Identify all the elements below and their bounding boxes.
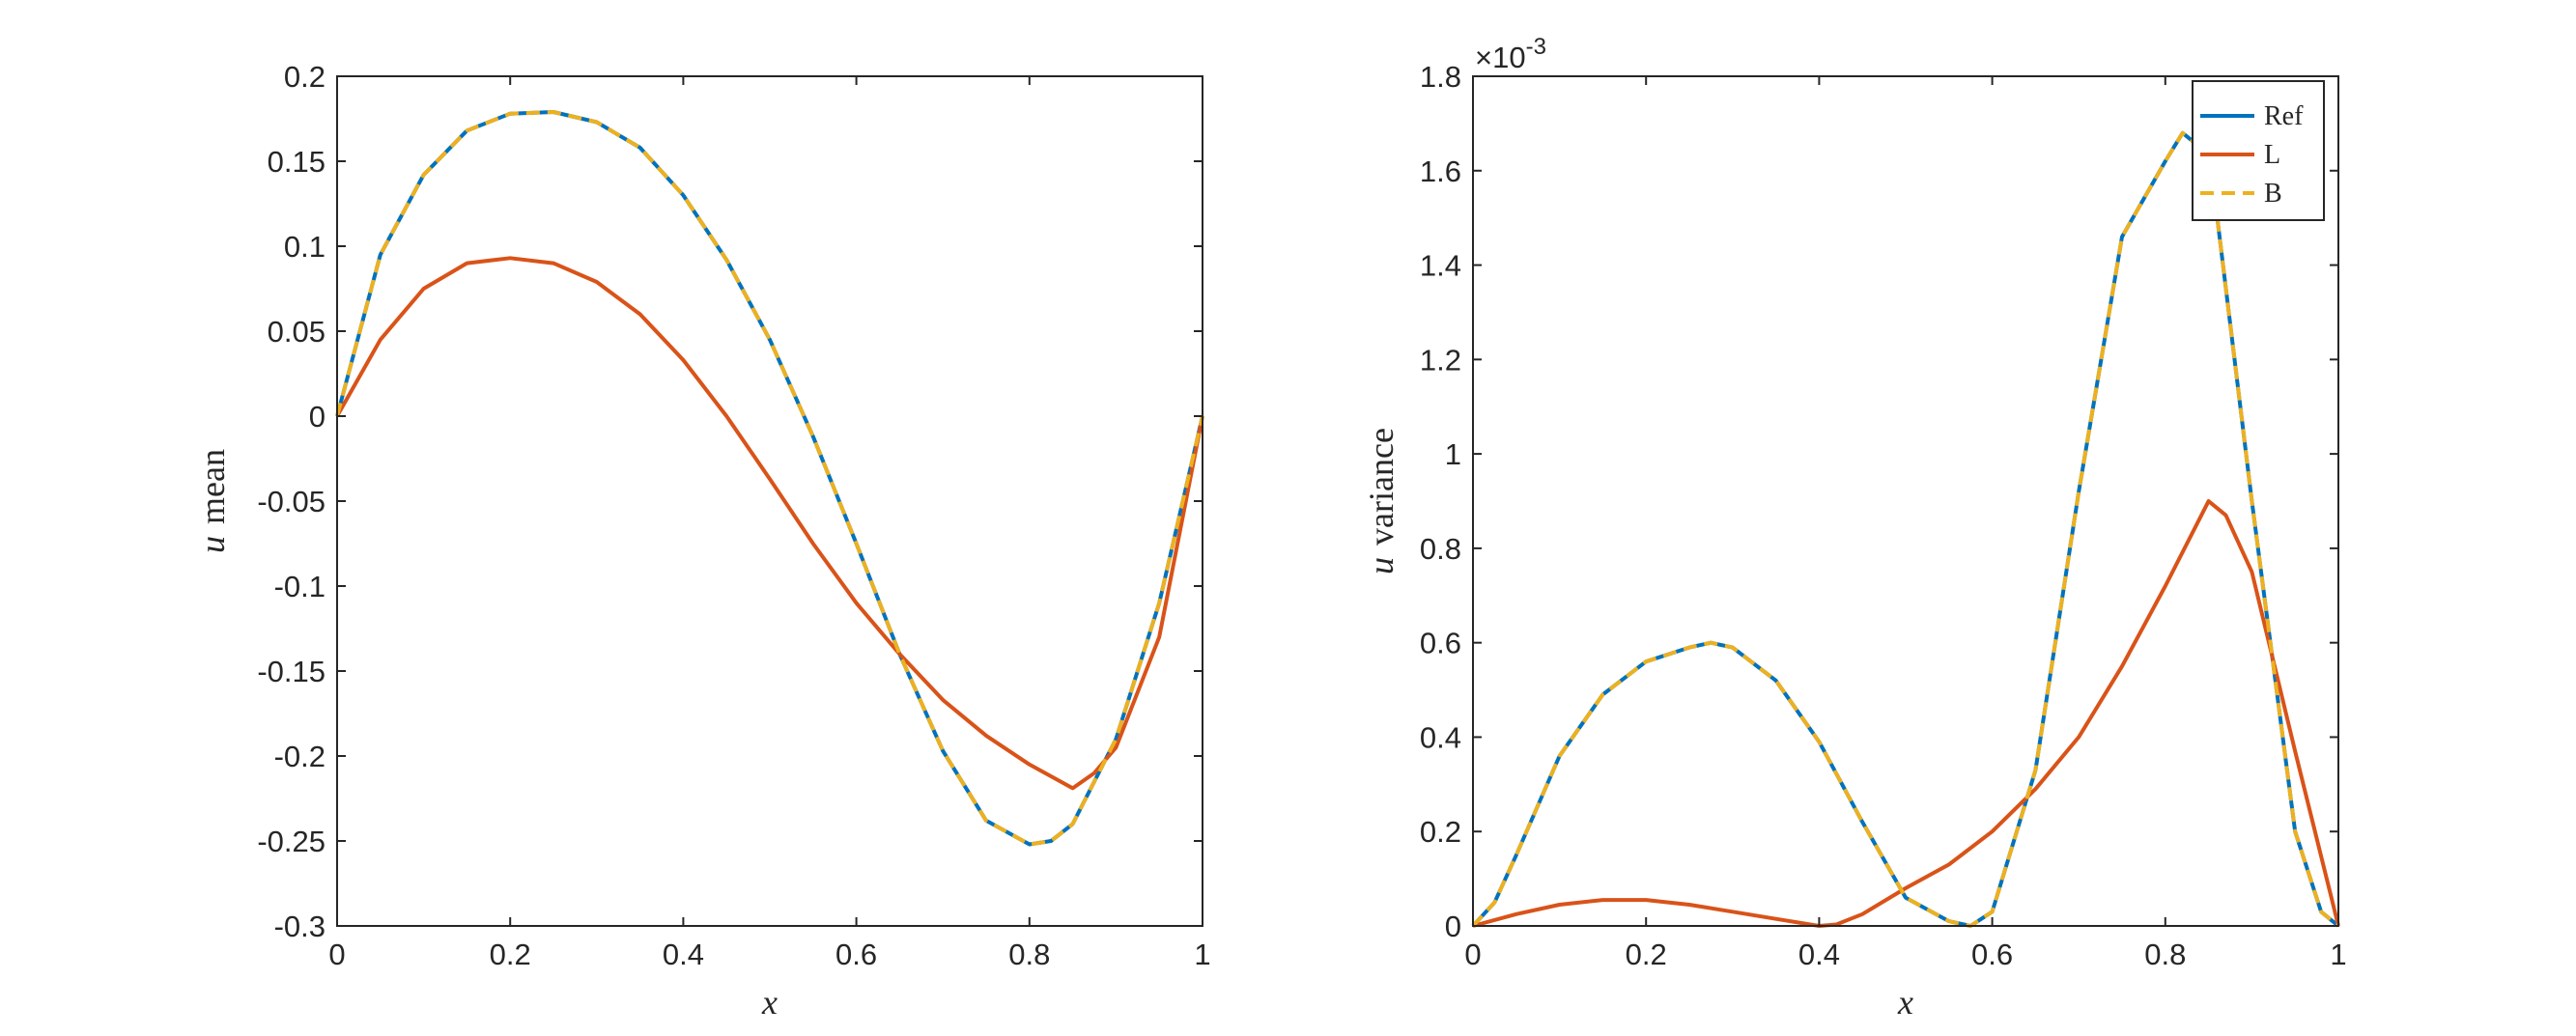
mean-series-line-l [335, 256, 1204, 791]
mean-x-tick-label-0: 0 [328, 938, 345, 971]
variance-y-tick-label-7: 1.4 [1420, 249, 1461, 283]
mean-y-tick-label-10: 0.2 [284, 60, 326, 94]
mean-y-tick-label-4: -0.1 [274, 570, 326, 603]
mean-y-tick-label-9: 0.15 [268, 145, 326, 179]
mean-y-tick-label-2: -0.2 [274, 740, 326, 773]
mean-x-tick-label-5: 1 [1194, 938, 1210, 971]
legend-box [2192, 80, 2325, 221]
variance-y-tick-label-0: 0 [1445, 910, 1461, 943]
legend-label-l: L [2264, 140, 2280, 170]
variance-y-tick-label-8: 1.6 [1420, 154, 1461, 188]
variance-scale-factor: ×10-3 [1475, 34, 1546, 74]
variance-y-tick-label-1: 0.2 [1420, 815, 1461, 849]
variance-series-line-b [1471, 130, 2340, 928]
mean-series-layer [335, 110, 1204, 847]
variance-y-tick-label-5: 1 [1445, 437, 1461, 471]
variance-scale-exponent: -3 [1526, 34, 1546, 60]
mean-y-axis-text: mean [193, 449, 232, 524]
variance-y-axis-label: u variance [1362, 428, 1401, 574]
mean-plot-area [337, 76, 1203, 926]
variance-y-tick-label-4: 0.8 [1420, 532, 1461, 566]
variance-y-tick-label-6: 1.2 [1420, 343, 1461, 377]
legend: Ref L B [2192, 80, 2325, 221]
variance-y-tick-label-3: 0.6 [1420, 627, 1461, 660]
variance-x-axis-label: x [1897, 983, 1913, 1022]
variance-y-tick-label-2: 0.4 [1420, 720, 1461, 754]
mean-x-tick-label-1: 0.2 [490, 938, 531, 971]
mean-x-tick-label-4: 0.8 [1008, 938, 1050, 971]
mean-series-line-b [335, 110, 1204, 847]
mean-x-tick-label-3: 0.6 [835, 938, 877, 971]
variance-series-line-l [1472, 499, 2340, 928]
variance-x-tick-label-0: 0 [1464, 938, 1481, 971]
mean-x-axis-label: x [761, 983, 778, 1022]
mean-y-tick-label-7: 0.05 [268, 315, 326, 349]
mean-x-tick-label-2: 0.4 [663, 938, 704, 971]
variance-scale-base: ×10 [1475, 41, 1526, 74]
mean-tick-layer: 0 0.2 0.4 0.6 0.8 1 -0.3 -0.25 -0.2 -0.15 -0.1 -0.0… [257, 60, 1210, 971]
mean-y-tick-label-5: -0.05 [257, 485, 326, 518]
mean-y-tick-label-8: 0.1 [284, 230, 326, 264]
variance-y-axis-symbol: u [1362, 557, 1401, 574]
variance-tick-layer: 0 0.2 0.4 0.6 0.8 1 0 0.2 0.4 0.6 0.8 1 1.2 1.4 1.6 1.8 [1420, 60, 2347, 971]
mean-y-tick-label-1: -0.25 [257, 825, 326, 858]
mean-y-axis-symbol: u [193, 536, 232, 553]
variance-x-tick-label-2: 0.4 [1798, 938, 1840, 971]
mean-y-tick-label-0: -0.3 [274, 910, 326, 943]
legend-label-b: B [2264, 179, 2282, 209]
legend-label-ref: Ref [2264, 101, 2304, 131]
mean-y-axis-label: u mean [193, 449, 232, 553]
mean-axes-box [336, 75, 1203, 927]
variance-x-tick-label-3: 0.6 [1971, 938, 2013, 971]
variance-chart: 0 0.2 0.4 0.6 0.8 1 0 0.2 0.4 0.6 0.8 1 1.2 1.4 1.6 1.8… [1362, 34, 2347, 1022]
variance-x-tick-label-1: 0.2 [1626, 938, 1667, 971]
variance-y-axis-text: variance [1362, 428, 1401, 546]
variance-x-tick-label-4: 0.8 [2144, 938, 2186, 971]
mean-y-tick-label-6: 0 [309, 400, 326, 434]
mean-y-tick-label-3: -0.15 [257, 655, 326, 688]
mean-chart: 0 0.2 0.4 0.6 0.8 1 -0.3 -0.25 -0.2 -0.15 -0.1 -0.0… [193, 60, 1211, 1022]
variance-x-tick-label-5: 1 [2330, 938, 2346, 971]
variance-y-tick-label-9: 1.8 [1420, 60, 1461, 94]
variance-axes-box [1472, 75, 2339, 927]
